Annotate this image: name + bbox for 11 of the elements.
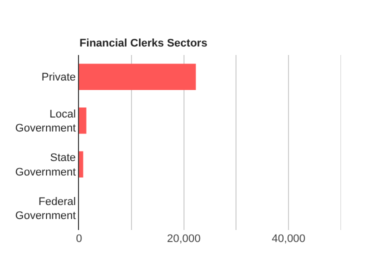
y-tick-label: Private [42, 72, 76, 84]
x-tick-label: 0 [76, 233, 82, 245]
y-tick-label: Federal Government [15, 196, 76, 222]
chart-title: Financial Clerks Sectors [80, 38, 208, 50]
bar [79, 108, 86, 134]
x-tick-label: 40,000 [272, 233, 306, 245]
y-tick-label: State Government [15, 152, 76, 178]
y-tick-label: Local Government [15, 108, 76, 135]
x-tick-label: 20,000 [166, 233, 201, 245]
bar [79, 151, 84, 178]
bar [79, 64, 196, 90]
